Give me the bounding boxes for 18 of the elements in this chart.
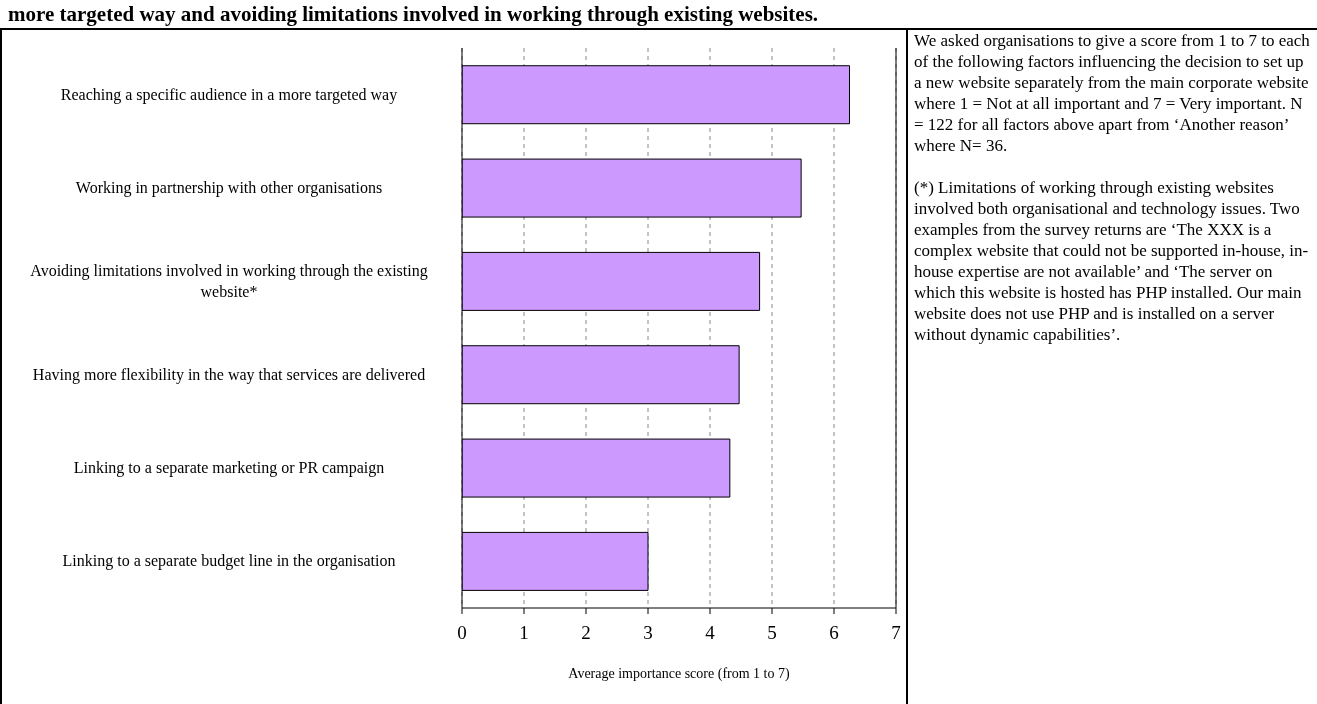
y-tick-label: Having more flexibility in the way that services are delivered: [32, 365, 426, 384]
y-tick-label: Reaching a specific audience in a more targeted way: [60, 85, 398, 104]
x-tick-label: 6: [829, 622, 839, 644]
text: (*) Limitations of working through existing websites involved both organisational and technology issues. Two examples from the survey returns are ‘The XXX is a complex website that could not be supported in-house, in-house expertise are not available’ and ‘The server on which this website is hosted has PHP installed. Our main website does not use PHP and is installed on a server without dynamic capabilities’.: [914, 177, 1310, 345]
x-tick-label: 5: [767, 622, 777, 644]
x-tick-label: 1: [519, 622, 529, 644]
x-tick-label: 2: [581, 622, 591, 644]
text: We asked organisations to give a score from 1 to 7 to each of the following factors influencing the decision to set up a new website separately from the main corporate website where 1 = Not at all important and 7 = Very important. N = 122 for all factors above apart from ‘Another reason’ where N= 36.: [914, 30, 1311, 156]
x-tick-label: 0: [457, 622, 467, 644]
y-tick-label: Avoiding limitations involved in working through the existing website*: [30, 261, 428, 300]
x-tick-label: 4: [705, 622, 716, 644]
x-axis-title: Average importance score (from 1 to 7): [568, 666, 790, 682]
chart-title: more targeted way and avoiding limitations involved in working through existing websites.: [8, 2, 820, 27]
y-tick-label: Working in partnership with other organisations: [75, 179, 383, 197]
x-tick-label: 3: [643, 622, 653, 644]
y-tick-label: Linking to a separate marketing or PR campaign: [73, 459, 385, 477]
x-tick-label: 7: [891, 622, 901, 644]
y-tick-label: Linking to a separate budget line in the organisation: [62, 552, 396, 571]
